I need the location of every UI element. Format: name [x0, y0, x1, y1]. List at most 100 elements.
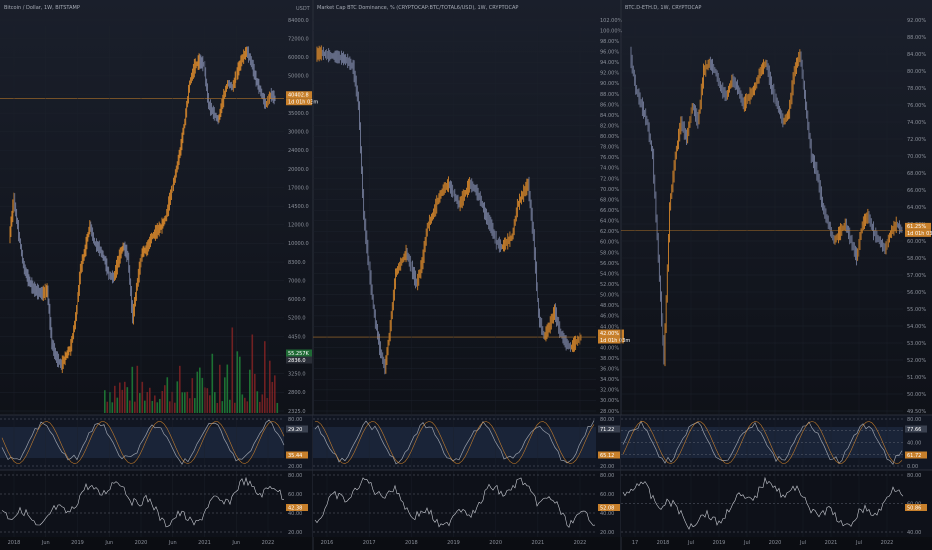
price-tick-label: 84000.0 — [288, 18, 309, 24]
axis-price-tag-text: 1d 01h 03m — [907, 231, 932, 237]
volume-bar — [139, 393, 141, 413]
volume-bar — [171, 391, 174, 413]
chart-panel-3[interactable]: BTC.D-ETH.D, 1W, CRYPTOCAP 92.00% 88.00% 84… — [620, 0, 932, 550]
price-tick-label: 46.00% — [600, 314, 619, 320]
chart-panel-1[interactable]: Bitcoin / Dollar, 1W, BITSTAMP USDT 84000.… — [0, 5, 318, 546]
rsi-tick-label: 40.00 — [288, 511, 302, 517]
stoch-value-tag — [598, 451, 620, 459]
price-tick-label: 88.00% — [907, 35, 926, 41]
volume-bar — [254, 373, 256, 413]
rsi-pane — [621, 470, 932, 537]
price-tick-label: 80.00% — [600, 134, 619, 140]
price-tick-label: 50.00% — [600, 293, 619, 299]
axis-price-tag — [598, 329, 624, 337]
volume-bar — [121, 389, 124, 413]
x-tick-label: 2021 — [825, 540, 838, 546]
chart-panel-2[interactable]: Market Cap BTC Dominance, % (CRYPTOCAP:B… — [312, 0, 630, 550]
volume-bar — [226, 364, 229, 413]
price-tick-label: 30000.0 — [288, 130, 309, 136]
stoch-value-text: 71.22 — [600, 427, 614, 433]
volume-bar — [159, 398, 161, 413]
axis-price-tag — [286, 356, 312, 364]
price-tick-label: 10000.0 — [288, 241, 309, 247]
volume-bar — [106, 401, 109, 413]
price-tick-label: 5200.0 — [288, 316, 306, 322]
rsi-value-text: 50.86 — [907, 505, 921, 511]
volume-bar — [206, 388, 209, 413]
price-tick-label: 70.00% — [907, 154, 926, 160]
volume-bar — [191, 378, 194, 413]
stoch-rsi-band — [313, 427, 596, 458]
price-tick-label: 90.00% — [600, 81, 619, 87]
stoch-value-tag — [905, 425, 927, 433]
rsi-tick-label: 40.00 — [600, 511, 614, 517]
axis-price-tag-text: 42.00% — [600, 331, 619, 337]
price-tick-label: 54.00% — [600, 271, 619, 277]
stoch-d-line — [622, 421, 903, 464]
volume-bar — [176, 381, 179, 413]
rsi-value-text: 52.08 — [600, 505, 614, 511]
price-tick-label: 57.00% — [907, 273, 926, 279]
volume-bar — [181, 392, 184, 413]
price-tick-label: 14500.0 — [288, 204, 309, 210]
price-tick-label: 92.00% — [907, 18, 926, 24]
price-tick-label: 78.00% — [907, 86, 926, 92]
chart-title: Market Cap BTC Dominance, % (CRYPTOCAP:B… — [317, 5, 518, 11]
volume-bar — [264, 341, 266, 413]
rsi-value-tag — [598, 504, 620, 511]
volume-bar — [186, 391, 189, 413]
price-tick-label: 44.00% — [600, 324, 619, 330]
price-tick-label: 92.00% — [600, 71, 619, 77]
volume-bar — [119, 382, 121, 413]
price-tick-label: 64.00% — [600, 219, 619, 225]
volume-bar — [196, 371, 199, 413]
price-tick-label: 50.00% — [907, 392, 926, 398]
volume-bar — [266, 397, 269, 413]
stoch-d-line — [1, 421, 285, 464]
volume-bar — [144, 400, 146, 413]
volume-bar — [141, 381, 144, 413]
volume-bar — [219, 364, 221, 413]
volume-bar — [111, 402, 114, 413]
price-tick-label: 35000.0 — [288, 111, 309, 117]
price-tick-label: 60.00% — [600, 240, 619, 246]
price-tick-label: 86.00% — [600, 102, 619, 108]
volume-bar — [201, 377, 204, 413]
currency-label: USDT — [296, 6, 311, 12]
price-tick-label: 52.00% — [907, 358, 926, 364]
price-tick-label: 64.00% — [907, 205, 926, 211]
price-tick-label: 2325.0 — [288, 409, 306, 415]
volume-bar — [194, 398, 196, 413]
price-tick-label: 70.00% — [600, 187, 619, 193]
axis-price-tag — [286, 98, 312, 106]
axis-price-tag — [286, 349, 312, 357]
x-tick-label: 2020 — [769, 540, 782, 546]
stoch-tick-label: 80.00 — [600, 417, 614, 423]
volume-bar — [249, 369, 251, 413]
stoch-value-text: 77.66 — [907, 427, 921, 433]
x-tick-label: 2022 — [262, 540, 275, 546]
x-tick-label: 2019 — [713, 540, 726, 546]
volume-bar — [184, 392, 186, 413]
price-tick-label: 102.00% — [600, 18, 622, 24]
rsi-tick-label: 60.00 — [288, 492, 302, 498]
axis-price-tag — [598, 336, 624, 344]
volume-bar — [161, 391, 164, 413]
stoch-k-line — [622, 420, 903, 466]
axis-price-tag — [905, 222, 931, 230]
price-tick-label: 58.00% — [600, 250, 619, 256]
volume-bar — [164, 385, 166, 413]
volume-bar — [136, 365, 139, 413]
price-tick-label: 82.00% — [600, 123, 619, 129]
price-tick-label: 100.00% — [600, 28, 622, 34]
price-tick-label: 34.00% — [600, 377, 619, 383]
x-tick-label: Jun — [168, 540, 177, 546]
stoch-value-tag — [598, 425, 620, 433]
price-tick-label: 24000.0 — [288, 148, 309, 154]
volume-bar — [156, 402, 159, 413]
axis-price-tag-text: 61.25% — [907, 224, 926, 230]
price-tick-label: 58.00% — [907, 256, 926, 262]
price-tick-label: 66.00% — [600, 208, 619, 214]
stoch-d-line — [314, 421, 595, 464]
